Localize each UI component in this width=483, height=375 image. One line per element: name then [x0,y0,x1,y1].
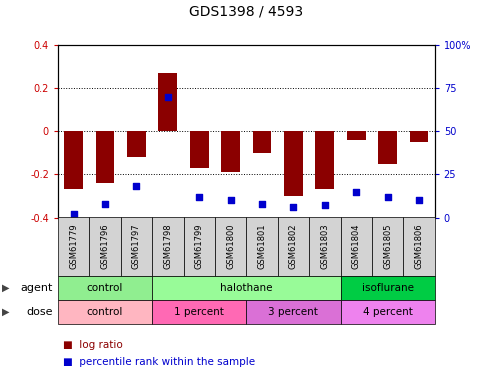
Text: ▶: ▶ [2,307,10,317]
Text: control: control [87,283,123,293]
Bar [64,131,83,189]
Bar [341,217,372,276]
Bar [152,276,341,300]
Text: isoflurane: isoflurane [362,283,413,293]
Text: ▶: ▶ [2,283,10,293]
Text: GSM61801: GSM61801 [257,224,267,269]
Point [101,201,109,207]
Point [321,202,328,208]
Point [70,211,78,217]
Bar [246,217,278,276]
Text: dose: dose [27,307,53,317]
Bar [341,276,435,300]
Bar [403,217,435,276]
Bar [152,217,184,276]
Bar [152,300,246,324]
Point [290,204,298,210]
Bar [58,217,89,276]
Bar [58,300,152,324]
Point [384,194,392,200]
Text: GSM61798: GSM61798 [163,224,172,269]
Bar [253,131,271,153]
Text: 1 percent: 1 percent [174,307,224,317]
Text: ■  log ratio: ■ log ratio [63,340,123,350]
Text: 3 percent: 3 percent [269,307,318,317]
Bar [278,217,309,276]
Point [258,201,266,207]
Text: GSM61800: GSM61800 [226,224,235,269]
Bar [158,73,177,131]
Bar [246,300,341,324]
Bar [347,131,366,140]
Text: halothane: halothane [220,283,272,293]
Text: GSM61802: GSM61802 [289,224,298,269]
Point [164,94,172,100]
Bar [410,131,428,142]
Text: GSM61796: GSM61796 [100,224,110,269]
Bar [89,217,121,276]
Text: GSM61779: GSM61779 [69,224,78,269]
Point [133,183,141,189]
Bar [184,217,215,276]
Bar [309,217,341,276]
Text: ■  percentile rank within the sample: ■ percentile rank within the sample [63,357,255,367]
Point [353,189,360,195]
Bar [58,276,152,300]
Bar [284,131,303,196]
Text: control: control [87,307,123,317]
Text: GSM61803: GSM61803 [320,224,329,269]
Point [195,194,203,200]
Bar [378,131,397,164]
Bar [190,131,209,168]
Text: GSM61805: GSM61805 [383,224,392,269]
Text: 4 percent: 4 percent [363,307,412,317]
Bar [121,217,152,276]
Bar [315,131,334,189]
Bar [215,217,246,276]
Point [227,197,235,203]
Text: GSM61806: GSM61806 [414,224,424,269]
Text: GSM61799: GSM61799 [195,224,204,269]
Text: GSM61804: GSM61804 [352,224,361,269]
Bar [221,131,240,172]
Bar [127,131,146,157]
Point [415,197,423,203]
Bar [96,131,114,183]
Text: agent: agent [21,283,53,293]
Bar [372,217,403,276]
Text: GSM61797: GSM61797 [132,224,141,269]
Bar [341,300,435,324]
Text: GDS1398 / 4593: GDS1398 / 4593 [189,5,303,19]
